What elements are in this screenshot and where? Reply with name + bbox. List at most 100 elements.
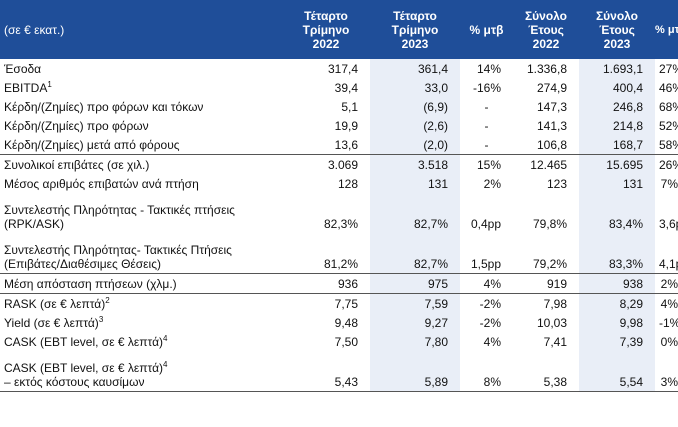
q-change-cell: -16% [472,80,501,95]
footnote-marker: 1 [47,79,52,89]
row-label: Μέση απόσταση πτήσεων (χλμ.) [0,273,282,294]
fy-change-cell: 68% [659,99,678,114]
footnote-marker: 4 [163,360,168,369]
row-label: EBITDA1 [4,79,52,95]
q-change-cell: -2% [460,293,513,313]
q4-2022-cell: 9,48 [334,315,358,330]
row-label: Yield (σε € λεπτά)3 [4,314,104,330]
fy-2023-cell: 9,98 [579,313,655,332]
financial-results-table: (σε € εκατ.) Τέταρτο Τρίμηνο 2022 Τέταρτο Τ… [0,0,678,392]
row-label: CASK (EBT level, σε € λεπτά)4– εκτός κόσ… [0,351,282,392]
q-change-cell: 8% [460,351,513,392]
fy-change-cell: 3,6pp [659,217,678,231]
q-change-cell: -2% [479,315,501,330]
fy-2023-cell: 168,7 [579,135,655,155]
fy-2023-cell: 7,39 [579,332,655,351]
fy-2023-cell: 246,8 [579,97,655,116]
fy-2023-cell: 15.695 [579,154,655,174]
q-change-cell: 1,5pp [470,257,501,271]
col-fy-2022-header: Σύνολο Έτους 2022 [513,0,579,59]
fy-2022-cell: 79,8% [532,217,567,231]
row-label: Συντελεστής Πληρότητας- Τακτικές Πτήσεις… [4,243,232,271]
q4-2022-cell: 82,3% [323,217,358,231]
row-label: Κέρδη/(Ζημίες) προ φόρων [4,118,149,133]
row-label: Κέρδη/(Ζημίες) προ φόρων και τόκων [4,99,204,114]
row-label: CASK (EBT level, σε € λεπτά)4 [4,333,168,349]
table-row: Κέρδη/(Ζημίες) προ φόρων και τόκων 5,1 (6,… [0,97,678,116]
fy-2023-cell: 400,4 [579,78,655,97]
table-row: Συντελεστής Πληρότητας - Τακτικές πτήσει… [0,193,678,233]
row-label: Συνολικοί επιβάτες (σε χιλ.) [0,154,282,174]
table-row: EBITDA1 39,4 33,0 -16% 274,9 400,4 46% [0,78,678,97]
fy-2023-cell: 8,29 [579,293,655,313]
row-label: RASK (σε € λεπτά)2 [0,293,282,313]
q4-2023-cell: 3.518 [370,154,460,174]
units-label: (σε € εκατ.) [0,0,282,59]
q-change-cell: - [484,99,489,114]
fy-2022-cell: 274,9 [536,80,567,95]
q4-2022-cell: 81,2% [323,257,358,271]
table-row: Συντελεστής Πληρότητας- Τακτικές Πτήσεις… [0,233,678,274]
footnote-marker: 2 [105,295,110,305]
fy-change-cell: -1% [659,315,678,330]
q4-2023-cell: (2,0) [370,135,460,155]
table-row: CASK (EBT level, σε € λεπτά)4 7,50 7,80 4% 7… [0,332,678,351]
col-fy-2023-header: Σύνολο Έτους 2023 [579,0,655,59]
col-fy-change-header: % μτβ [655,0,678,59]
fy-change-cell: 7% [660,176,678,191]
col-q4-2023-header: Τέταρτο Τρίμηνο 2023 [370,0,460,59]
fy-2023-cell: 131 [579,174,655,193]
fy-2022-cell: 919 [513,273,579,294]
row-label: Μέσος αριθμός επιβατών ανά πτήση [4,176,199,191]
fy-2023-cell: 83,4% [579,193,655,233]
q4-2023-cell: 5,89 [370,351,460,392]
q4-2022-cell: 3.069 [282,154,370,174]
q4-2023-cell: 33,0 [370,78,460,97]
table-row: Συνολικοί επιβάτες (σε χιλ.) 3.069 3.518 15… [0,154,678,174]
table-row: CASK (EBT level, σε € λεπτά)4– εκτός κόσ… [0,351,678,392]
fy-2023-cell: 214,8 [579,116,655,135]
fy-2022-cell: 12.465 [513,154,579,174]
fy-2023-cell: 1.693,1 [579,59,655,78]
fy-2022-cell: 123 [546,176,567,191]
fy-2022-cell: 1.336,8 [526,61,567,76]
q-change-cell: - [484,137,489,152]
q4-2023-cell: 82,7% [370,233,460,274]
q4-2022-cell: 7,75 [282,293,370,313]
q4-2022-cell: 936 [282,273,370,294]
row-label: Κέρδη/(Ζημίες) μετά από φόρους [4,137,180,152]
fy-change-cell: 0% [660,334,678,349]
fy-2023-cell: 938 [579,273,655,294]
q4-2022-cell: 5,43 [282,351,370,392]
q4-2022-cell: 128 [337,176,358,191]
table-row: Yield (σε € λεπτά)3 9,48 9,27 -2% 10,03 9,98-… [0,313,678,332]
fy-change-cell: 26% [655,154,678,174]
q-change-cell: 0,4pp [470,217,501,231]
q-change-cell: 4% [483,334,501,349]
q4-2022-cell: 13,6 [334,137,358,152]
q4-2023-cell: 7,59 [370,293,460,313]
fy-2023-cell: 5,54 [579,351,655,392]
q4-2022-cell: 317,4 [327,61,358,76]
fy-change-cell: 4% [655,293,678,313]
fy-2022-cell: 79,2% [532,257,567,271]
row-label: Συντελεστής Πληρότητας - Τακτικές πτήσει… [4,203,235,231]
q4-2022-cell: 39,4 [334,80,358,95]
fy-change-cell: 58% [659,137,678,152]
row-label: Έσοδα [4,61,42,76]
fy-2022-cell: 106,8 [536,137,567,152]
table-row: Κέρδη/(Ζημίες) προ φόρων 19,9 (2,6) - 141,3 2… [0,116,678,135]
fy-2022-cell: 7,41 [543,334,567,349]
header-row: (σε € εκατ.) Τέταρτο Τρίμηνο 2022 Τέταρτο Τ… [0,0,678,59]
q-change-cell: 4% [460,273,513,294]
fy-2022-cell: 5,38 [513,351,579,392]
q4-2023-cell: 975 [370,273,460,294]
col-q4-2022-header: Τέταρτο Τρίμηνο 2022 [282,0,370,59]
fy-change-cell: 46% [659,80,678,95]
q-change-cell: 14% [476,61,501,76]
table-row: Έσοδα 317,4 361,4 14% 1.336,8 1.693,1 27% [0,59,678,78]
fy-change-cell: 4,1pp [659,257,678,271]
table-row: Κέρδη/(Ζημίες) μετά από φόρους 13,6 (2,0) -… [0,135,678,155]
q-change-cell: 2% [483,176,501,191]
fy-change-cell: 2% [655,273,678,294]
